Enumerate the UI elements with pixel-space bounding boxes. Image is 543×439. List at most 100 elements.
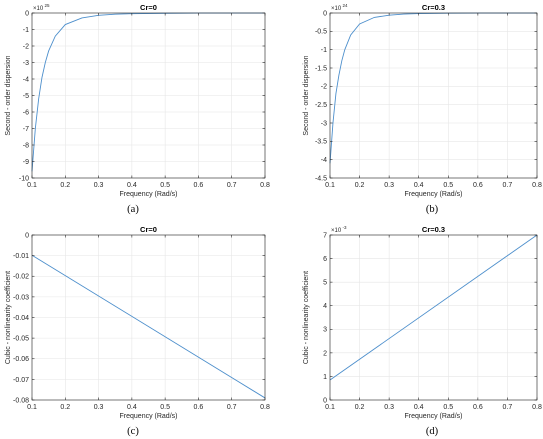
x-tick-label: 0.7 <box>227 404 237 411</box>
x-tick-label: 0.7 <box>503 404 513 411</box>
x-tick-label: 0.8 <box>532 404 542 411</box>
chart-title: Cr=0 <box>140 225 157 234</box>
plot-area <box>330 235 537 400</box>
x-tick-label: 0.3 <box>384 182 394 189</box>
y-tick-label: 0 <box>25 10 29 17</box>
exponent-label: ×10 <box>331 6 342 12</box>
plot-area <box>330 13 537 178</box>
x-tick-label: 0.7 <box>227 182 237 189</box>
x-tick-label: 0.8 <box>532 182 542 189</box>
x-tick-label: 0.3 <box>94 404 104 411</box>
y-tick-label: -8 <box>23 142 29 149</box>
y-tick-label: 2 <box>323 350 327 357</box>
panel-caption: (c) <box>127 426 139 437</box>
y-tick-label: -1 <box>321 47 327 54</box>
x-tick-label: 0.4 <box>127 404 137 411</box>
y-tick-label: -0.07 <box>13 377 29 384</box>
x-tick-label: 0.8 <box>260 404 270 411</box>
y-tick-label: 3 <box>323 327 327 334</box>
x-axis-label: Frequency (Rad/s) <box>405 191 463 198</box>
x-tick-label: 0.6 <box>473 404 483 411</box>
y-tick-label: -2.5 <box>315 102 327 109</box>
panel-c: 0.1 0.2 0.3 0.4 0.5 0.6 0.7 0.8 -0.08 -0.07 -0.06 -… <box>5 225 270 437</box>
x-tick-label: 0.5 <box>160 404 170 411</box>
exponent-label: ×10 <box>33 6 44 12</box>
exponent-power: 25 <box>45 3 51 8</box>
y-axis-label: Second - order dispersion <box>5 55 12 135</box>
x-tick-label: 0.7 <box>503 182 513 189</box>
y-tick-label: 1 <box>323 374 327 381</box>
y-tick-label: -1 <box>23 27 29 34</box>
y-tick-label: -10 <box>19 175 29 182</box>
y-tick-label: -2 <box>23 43 29 50</box>
x-tick-label: 0.6 <box>473 182 483 189</box>
x-tick-label: 0.1 <box>27 404 37 411</box>
y-axis-label: Cubic - nonlinearity coefficient <box>303 271 310 364</box>
y-tick-label: 0 <box>323 397 327 404</box>
y-tick-label: 0 <box>25 232 29 239</box>
axes-box <box>329 234 538 401</box>
x-tick-label: 0.1 <box>325 404 335 411</box>
exponent-power: -3 <box>343 225 347 230</box>
x-tick-label: 0.3 <box>384 404 394 411</box>
y-tick-label: -7 <box>23 126 29 133</box>
y-tick-label: -0.08 <box>13 397 29 404</box>
y-tick-label: -5 <box>23 93 29 100</box>
y-tick-label: -1.5 <box>315 65 327 72</box>
panel-caption: (b) <box>426 204 439 215</box>
x-axis-label: Frequency (Rad/s) <box>405 413 463 420</box>
y-axis-label: Second - order dispersion <box>303 55 310 135</box>
y-tick-label: -6 <box>23 109 29 116</box>
x-tick-label: 0.6 <box>194 182 204 189</box>
y-tick-label: -9 <box>23 159 29 166</box>
x-tick-label: 0.4 <box>414 182 424 189</box>
x-tick-label: 0.3 <box>94 182 104 189</box>
y-tick-label: -0.03 <box>13 294 29 301</box>
x-tick-label: 0.1 <box>325 182 335 189</box>
y-tick-label: -2 <box>321 84 327 91</box>
panel-a: 0.1 0.2 0.3 0.4 0.5 0.6 0.7 0.8-10-9-8-7-6-5-4-… <box>5 3 270 215</box>
y-tick-label: 4 <box>323 303 327 310</box>
y-tick-label: -3 <box>321 120 327 127</box>
y-tick-label: -3.5 <box>315 139 327 146</box>
series-line <box>31 254 266 399</box>
x-axis-label: Frequency (Rad/s) <box>120 413 178 420</box>
y-tick-label: 5 <box>323 280 327 287</box>
x-tick-label: 0.2 <box>355 182 365 189</box>
panel-b: 0.1 0.2 0.3 0.4 0.5 0.6 0.7 0.8 -4.5 -4 -3.5 -3 -2.5… <box>303 3 542 215</box>
y-tick-label: -0.01 <box>13 253 29 260</box>
axes-box <box>329 12 538 179</box>
x-tick-label: 0.2 <box>355 404 365 411</box>
y-tick-label: -4 <box>23 76 29 83</box>
x-tick-label: 0.2 <box>60 182 70 189</box>
series-line <box>329 234 538 381</box>
x-axis-label: Frequency (Rad/s) <box>120 191 178 198</box>
x-tick-label: 0.5 <box>443 404 453 411</box>
y-tick-label: -0.05 <box>13 336 29 343</box>
panel-d: 0.1 0.2 0.3 0.4 0.5 0.6 0.7 0.8 0 1 2 3 4 5 6 7 ×10-3 Cr=… <box>303 225 542 437</box>
y-tick-label: 7 <box>323 232 327 239</box>
chart-title: Cr=0 <box>140 3 157 12</box>
x-tick-label: 0.8 <box>260 182 270 189</box>
y-tick-label: -4.5 <box>315 175 327 182</box>
x-tick-label: 0.5 <box>443 182 453 189</box>
chart-title: Cr=0.3 <box>422 3 445 12</box>
y-tick-label: 6 <box>323 256 327 263</box>
x-tick-label: 0.4 <box>127 182 137 189</box>
y-tick-label: -4 <box>321 157 327 164</box>
x-tick-label: 0.2 <box>60 404 70 411</box>
y-tick-label: -0.02 <box>13 274 29 281</box>
exponent-power: 24 <box>343 3 349 8</box>
x-tick-label: 0.6 <box>194 404 204 411</box>
y-tick-label: -0.04 <box>13 315 29 322</box>
x-tick-label: 0.4 <box>414 404 424 411</box>
x-tick-label: 0.1 <box>27 182 37 189</box>
y-tick-label: -0.06 <box>13 356 29 363</box>
y-tick-label: 0 <box>323 10 327 17</box>
panel-caption: (a) <box>127 204 139 215</box>
exponent-label: ×10 <box>331 228 342 234</box>
panel-caption: (d) <box>426 426 439 437</box>
x-tick-label: 0.5 <box>160 182 170 189</box>
y-axis-label: Cubic - nonlinearity coefficient <box>5 271 12 364</box>
